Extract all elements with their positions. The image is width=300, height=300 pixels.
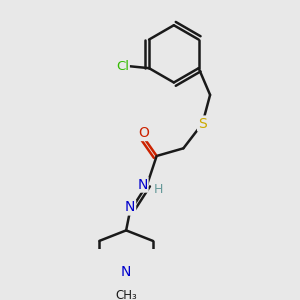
Text: O: O xyxy=(138,126,149,140)
Text: CH₃: CH₃ xyxy=(115,289,137,300)
Text: N: N xyxy=(121,266,131,279)
Text: Cl: Cl xyxy=(116,60,129,73)
Text: S: S xyxy=(198,116,207,130)
Text: H: H xyxy=(154,183,163,196)
Text: N: N xyxy=(125,200,135,214)
Text: N: N xyxy=(137,178,148,192)
